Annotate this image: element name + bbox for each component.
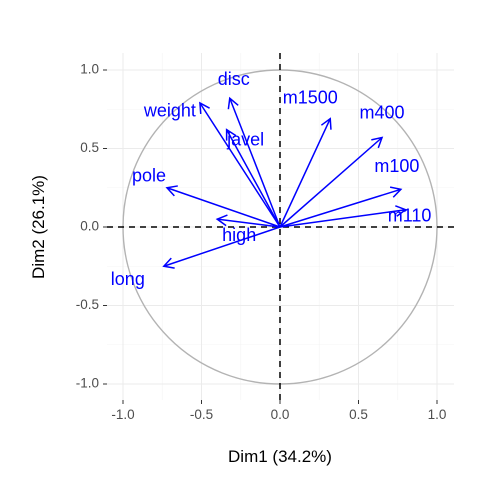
variable-arrow-pole [166,187,281,228]
variable-arrow-javel [225,129,281,228]
arrowhead-m100 [389,186,403,198]
y-axis-title: Dim2 (26.1%) [29,175,48,279]
variable-arrow-m1500 [279,118,331,228]
variable-arrow-disc [229,97,281,228]
variable-arrow-m110 [279,208,406,228]
reference-lines [107,53,454,400]
variable-arrow-weight [199,102,281,228]
y-tick-label: 1.0 [80,62,99,77]
x-tick-label: 0.0 [271,407,290,422]
arrowhead-m1500 [320,117,332,130]
y-tick-label: -0.5 [76,297,99,312]
x-tick-label: 0.5 [349,407,368,422]
x-tick-label: 1.0 [428,407,447,422]
x-axis-title: Dim1 (34.2%) [228,447,332,466]
variable-label-pole: pole [132,166,166,186]
variable-label-high: high [222,225,256,245]
y-tick-label: -1.0 [76,376,99,391]
x-axis-ticks: -1.0 -0.5 0.0 0.5 1.0 [111,400,446,422]
arrowhead-pole [165,185,178,197]
variable-arrow-m100 [279,188,402,228]
y-tick-label: 0.0 [80,219,99,234]
arrowhead-long [162,257,175,269]
variable-label-disc: disc [218,69,250,89]
variable-label-m100: m100 [374,156,419,176]
variable-label-long: long [111,269,145,289]
variable-label-weight: weight [143,101,196,121]
variable-label-m1500: m1500 [283,87,338,107]
variable-label-javel: javel [226,129,264,149]
arrowhead-high [215,214,228,227]
variable-arrow-high [217,218,281,228]
y-tick-label: 0.5 [80,140,99,155]
variable-arrows [162,96,408,269]
arrowhead-m400 [371,136,384,149]
arrowhead-disc [227,96,239,110]
arrowhead-m110 [395,205,408,217]
variable-label-m110: m110 [388,205,432,225]
x-tick-label: -0.5 [190,407,213,422]
variable-labels: m100 long pole weight disc high m400 m110 javel m… [111,69,432,289]
arrowhead-weight [199,101,210,114]
variable-label-m400: m400 [360,102,405,122]
y-axis-ticks: -1.0 -0.5 0.0 0.5 1.0 [76,62,107,391]
x-tick-label: -1.0 [111,407,134,422]
variable-arrow-m400 [279,136,383,228]
arrowhead-javel [225,128,237,141]
variable-arrow-long [163,226,281,267]
